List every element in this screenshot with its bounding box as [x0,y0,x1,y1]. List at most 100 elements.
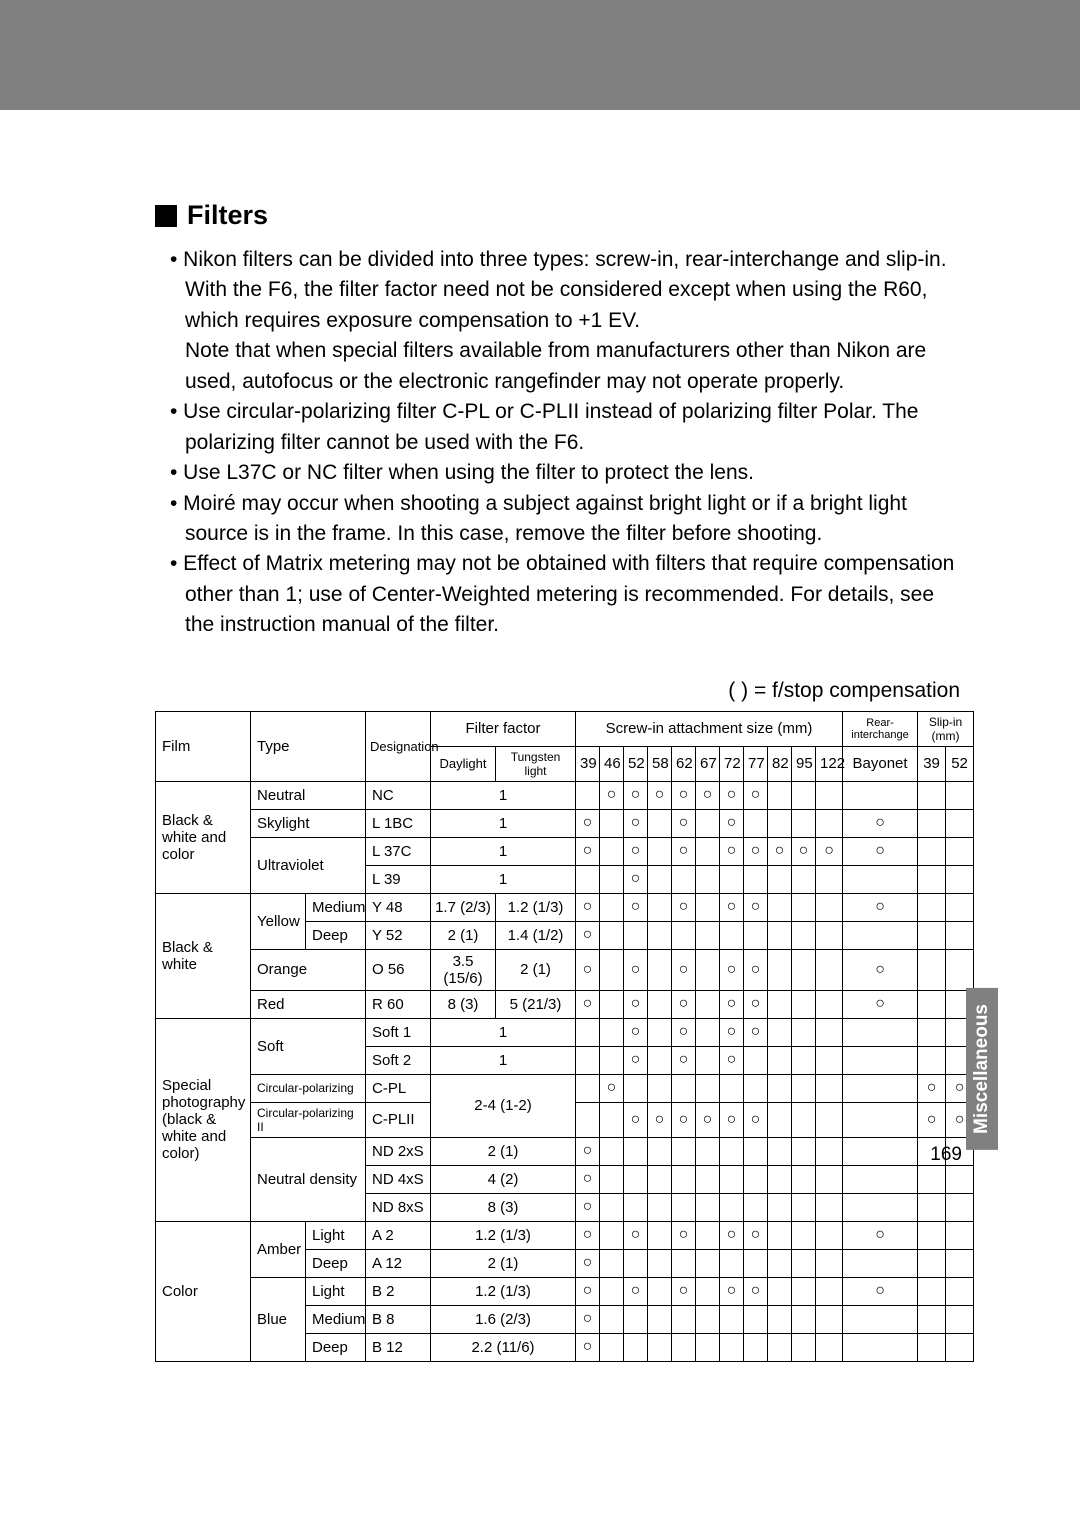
cell-mark [816,1165,843,1193]
cell-type: Neutral [251,781,366,809]
cell-designation: Soft 1 [366,1018,431,1046]
cell-mark [696,1193,720,1221]
cell-mark [576,1249,600,1277]
cell-mark [744,1165,768,1193]
cell-slip-39 [918,1249,946,1277]
cell-mark [720,1333,744,1361]
th-rear: Rear-interchange [843,711,918,746]
cell-slip-39 [918,949,946,990]
cell-mark [792,1305,816,1333]
cell-slip-39 [918,990,946,1018]
table-row: RedR 608 (3)5 (21/3) [156,990,974,1018]
cell-mark [792,1018,816,1046]
cell-mark [816,809,843,837]
cell-mark [600,990,624,1018]
cell-mark [744,990,768,1018]
cell-mark [672,1249,696,1277]
cell-type: Red [251,990,366,1018]
cell-mark [744,949,768,990]
cell-mark [672,809,696,837]
cell-filter-factor: 1 [431,809,576,837]
cell-mark [792,809,816,837]
cell-mark [816,1046,843,1074]
cell-mark [600,893,624,921]
page-number: 169 [930,1144,962,1166]
side-tab: Miscellaneous [966,988,998,1150]
cell-mark [768,837,792,865]
cell-daylight: 1.7 (2/3) [431,893,496,921]
cell-daylight: 2 (1) [431,921,496,949]
cell-mark [816,1305,843,1333]
cell-mark [792,1046,816,1074]
header-band [0,0,1080,110]
cell-mark [624,1221,648,1249]
cell-mark [768,1305,792,1333]
cell-mark [816,781,843,809]
cell-mark [720,990,744,1018]
cell-mark [672,949,696,990]
cell-slip-39 [918,1018,946,1046]
cell-mark [696,921,720,949]
cell-mark [696,1018,720,1046]
cell-mark [648,921,672,949]
cell-mark [816,949,843,990]
cell-mark [672,837,696,865]
cell-film: Color [156,1221,251,1361]
table-header-row: Film Type Designation Filter factor Scre… [156,711,974,746]
cell-subtype: Deep [306,1249,366,1277]
cell-bayonet [843,1305,918,1333]
cell-mark [648,1193,672,1221]
cell-filter-factor: 1 [431,837,576,865]
cell-mark [744,1249,768,1277]
cell-mark [624,809,648,837]
cell-mark [696,1102,720,1137]
th-size: 62 [672,746,696,781]
cell-subtype: Light [306,1221,366,1249]
cell-slip-39 [918,1277,946,1305]
cell-mark [576,921,600,949]
cell-slip-39 [918,1102,946,1137]
cell-mark [624,837,648,865]
cell-mark [816,1018,843,1046]
cell-bayonet [843,1277,918,1305]
cell-mark [816,837,843,865]
cell-mark [696,1333,720,1361]
th-designation: Designation [366,711,431,781]
cell-filter-factor: 2-4 (1-2) [431,1074,576,1137]
table-legend: ( ) = f/stop compensation [155,679,960,703]
cell-bayonet [843,893,918,921]
cell-mark [744,1333,768,1361]
cell-slip-39 [918,893,946,921]
cell-daylight: 8 (3) [431,990,496,1018]
table-row: BlueLightB 21.2 (1/3) [156,1277,974,1305]
cell-mark [600,1305,624,1333]
cell-designation: B 12 [366,1333,431,1361]
cell-mark [792,893,816,921]
cell-type: Circular-polarizing [251,1074,366,1102]
cell-designation: Y 52 [366,921,431,949]
cell-mark [624,893,648,921]
cell-mark [696,893,720,921]
th-slip-52: 52 [946,746,974,781]
cell-mark [696,1165,720,1193]
cell-mark [648,1102,672,1137]
cell-designation: Y 48 [366,893,431,921]
cell-bayonet [843,1249,918,1277]
cell-tungsten: 2 (1) [496,949,576,990]
bullet-item: • Nikon filters can be divided into thre… [155,245,960,336]
cell-mark [624,1102,648,1137]
cell-mark [624,1305,648,1333]
cell-tungsten: 5 (21/3) [496,990,576,1018]
cell-mark [624,781,648,809]
cell-mark [744,1137,768,1165]
bullet-item: • Effect of Matrix metering may not be o… [155,549,960,640]
cell-mark [816,1102,843,1137]
table-row: Black & white and colorNeutralNC1 [156,781,974,809]
bullet-item: • Use L37C or NC filter when using the f… [155,458,960,488]
cell-mark [720,893,744,921]
th-type: Type [251,711,366,781]
cell-mark [720,1249,744,1277]
cell-type: Blue [251,1277,306,1361]
filters-table: Film Type Designation Filter factor Scre… [155,711,974,1362]
cell-mark [600,1102,624,1137]
